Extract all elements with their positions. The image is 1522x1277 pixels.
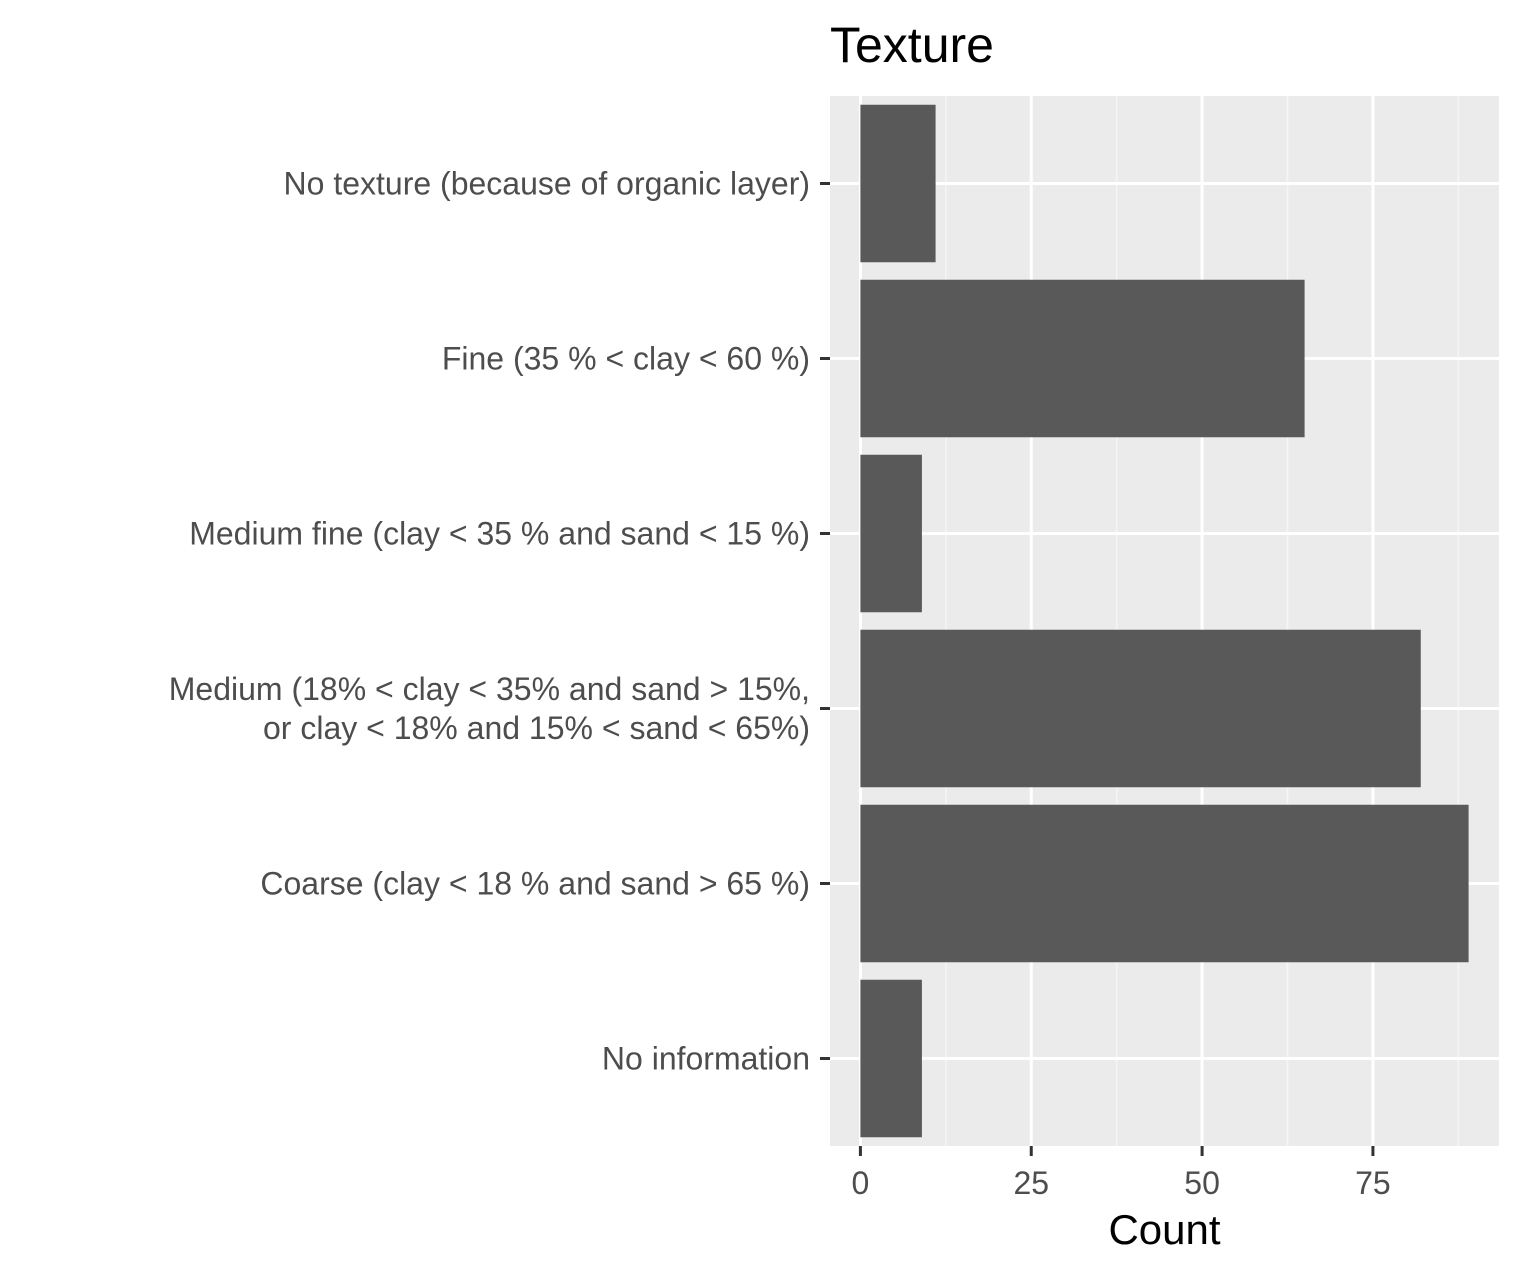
bar-0 <box>860 104 936 263</box>
bar-3 <box>860 629 1421 788</box>
y-tick-label-5: No information <box>602 1041 810 1077</box>
grid-minor-lines <box>945 96 1460 1146</box>
bar-1 <box>860 279 1305 438</box>
x-axis-title: Count <box>1108 1206 1220 1253</box>
x-axis-ticks: 0 25 50 75 <box>852 1146 1391 1201</box>
bar-2 <box>860 454 922 613</box>
y-tick-label-2: Medium fine (clay < 35 % and sand < 15 %… <box>189 516 810 552</box>
y-tick-label-1: Fine (35 % < clay < 60 %) <box>442 341 810 377</box>
bar-5 <box>860 979 922 1138</box>
y-tick-label-4: Coarse (clay < 18 % and sand > 65 %) <box>260 866 810 902</box>
bar-4 <box>860 804 1469 963</box>
y-tick-label-0: No texture (because of organic layer) <box>284 166 810 202</box>
panel-background <box>830 96 1499 1146</box>
x-tick-label-2: 50 <box>1184 1165 1220 1201</box>
y-tick-label-3-line-1: or clay < 18% and 15% < sand < 65%) <box>263 710 810 746</box>
x-tick-label-0: 0 <box>852 1165 870 1201</box>
x-tick-label-3: 75 <box>1355 1165 1391 1201</box>
y-tick-label-3-line-0: Medium (18% < clay < 35% and sand > 15%, <box>169 671 810 707</box>
x-tick-label-1: 25 <box>1013 1165 1049 1201</box>
bars <box>860 104 1469 1138</box>
chart-title: Texture <box>830 17 994 73</box>
y-axis-ticks: No texture (because of organic layer) Fin… <box>169 166 830 1077</box>
